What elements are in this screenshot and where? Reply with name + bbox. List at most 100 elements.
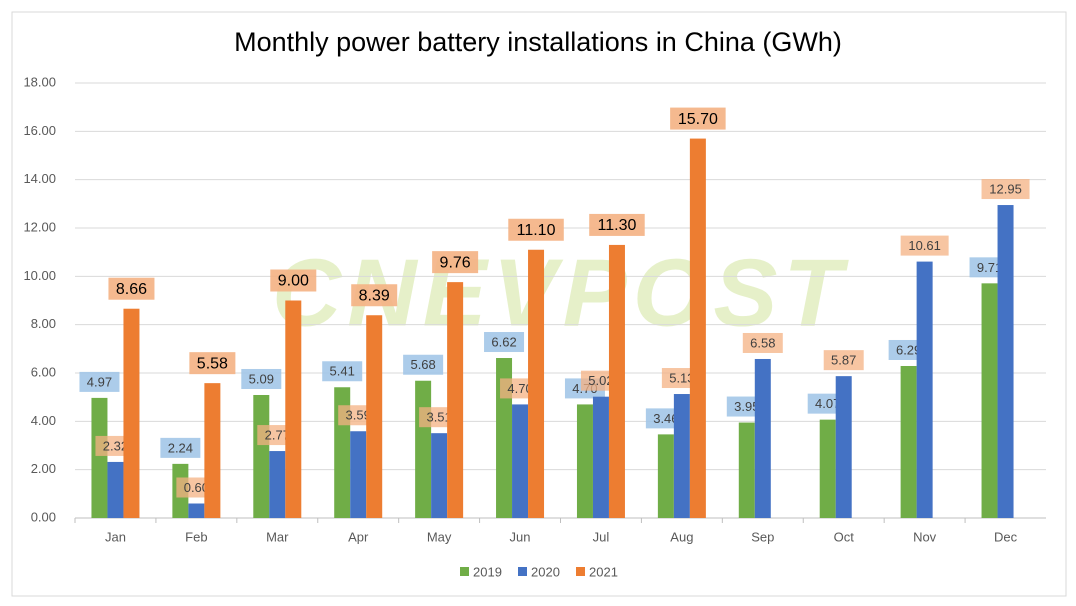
x-tick-label: Aug bbox=[670, 529, 693, 544]
value-label: 4.97 bbox=[87, 374, 112, 389]
bar bbox=[835, 376, 852, 518]
value-label: 10.61 bbox=[908, 238, 941, 253]
value-label: 3.59 bbox=[346, 408, 371, 423]
x-tick-label: Oct bbox=[834, 529, 855, 544]
bar bbox=[253, 394, 270, 518]
x-tick-label: Mar bbox=[266, 529, 289, 544]
y-tick-label: 4.00 bbox=[31, 413, 56, 428]
bar bbox=[528, 249, 545, 518]
bar bbox=[123, 308, 140, 518]
x-tick-label: Apr bbox=[348, 529, 369, 544]
bar bbox=[754, 358, 771, 518]
bar bbox=[608, 244, 625, 518]
legend-label: 2019 bbox=[473, 564, 502, 579]
value-label-box bbox=[241, 368, 282, 389]
value-label: 8.66 bbox=[116, 281, 147, 298]
value-label: 15.70 bbox=[678, 111, 718, 128]
value-label-box bbox=[484, 332, 525, 353]
y-tick-label: 2.00 bbox=[31, 461, 56, 476]
value-label: 6.62 bbox=[491, 334, 516, 349]
bar bbox=[366, 315, 383, 518]
bar bbox=[188, 503, 205, 518]
value-label: 5.87 bbox=[831, 353, 856, 368]
value-label: 6.29 bbox=[896, 342, 921, 357]
value-label-box bbox=[432, 251, 479, 274]
bar bbox=[415, 380, 432, 518]
value-label-box bbox=[189, 352, 236, 375]
value-label: 5.02 bbox=[588, 373, 613, 388]
bar bbox=[447, 282, 464, 518]
bar bbox=[576, 404, 593, 518]
bar bbox=[285, 300, 302, 518]
bar bbox=[592, 396, 609, 518]
value-label: 5.13 bbox=[669, 370, 694, 385]
bar bbox=[819, 419, 836, 518]
y-tick-label: 0.00 bbox=[31, 509, 56, 524]
value-label: 4.07 bbox=[815, 396, 840, 411]
value-label: 5.68 bbox=[410, 357, 435, 372]
value-label-box bbox=[351, 284, 398, 307]
bar bbox=[900, 365, 917, 518]
y-tick-label: 10.00 bbox=[23, 268, 56, 283]
value-label-box bbox=[900, 235, 949, 256]
value-label: 5.41 bbox=[330, 364, 355, 379]
value-label: 2.24 bbox=[168, 440, 193, 455]
y-tick-label: 18.00 bbox=[23, 74, 56, 89]
x-tick-label: Feb bbox=[185, 529, 207, 544]
value-label-box bbox=[981, 179, 1030, 200]
chart-title: Monthly power battery installations in C… bbox=[234, 27, 842, 57]
value-label: 11.30 bbox=[598, 217, 637, 234]
value-label-box bbox=[79, 371, 120, 392]
value-label: 6.58 bbox=[750, 335, 775, 350]
x-tick-label: May bbox=[427, 529, 452, 544]
bar bbox=[431, 433, 448, 518]
bar bbox=[981, 283, 998, 518]
legend-swatch bbox=[518, 567, 527, 576]
x-tick-label: Jul bbox=[593, 529, 610, 544]
bar bbox=[657, 434, 674, 518]
bar bbox=[204, 383, 221, 518]
value-label: 3.51 bbox=[426, 410, 451, 425]
bar bbox=[997, 205, 1014, 518]
bar bbox=[107, 461, 124, 518]
value-label-box bbox=[670, 107, 726, 130]
value-label-box bbox=[403, 354, 444, 375]
value-label: 3.46 bbox=[653, 411, 678, 426]
value-label: 12.95 bbox=[989, 181, 1022, 196]
value-label-box bbox=[108, 277, 155, 300]
bar bbox=[916, 261, 933, 518]
value-label: 9.00 bbox=[278, 273, 309, 290]
x-tick-label: Nov bbox=[913, 529, 937, 544]
value-label: 4.70 bbox=[507, 381, 532, 396]
value-label: 11.10 bbox=[517, 222, 556, 239]
bar bbox=[350, 431, 367, 518]
value-label: 8.39 bbox=[359, 287, 390, 304]
value-label: 2.32 bbox=[103, 438, 128, 453]
bar bbox=[91, 397, 108, 518]
y-tick-label: 12.00 bbox=[23, 219, 56, 234]
x-tick-label: Dec bbox=[994, 529, 1018, 544]
y-tick-label: 14.00 bbox=[23, 171, 56, 186]
value-label-box bbox=[742, 332, 783, 353]
legend-label: 2020 bbox=[531, 564, 560, 579]
y-tick-label: 16.00 bbox=[23, 123, 56, 138]
bar bbox=[269, 451, 286, 518]
legend-swatch bbox=[576, 567, 585, 576]
value-label: 2.77 bbox=[265, 427, 290, 442]
value-label: 5.58 bbox=[197, 355, 228, 372]
legend-swatch bbox=[460, 567, 469, 576]
y-tick-label: 6.00 bbox=[31, 364, 56, 379]
value-label: 9.76 bbox=[440, 254, 471, 271]
bar bbox=[512, 404, 529, 518]
bar bbox=[738, 422, 755, 518]
legend-label: 2021 bbox=[589, 564, 618, 579]
value-label: 3.95 bbox=[734, 399, 759, 414]
value-label-box bbox=[823, 350, 864, 371]
value-label-box bbox=[508, 218, 564, 241]
x-tick-label: Sep bbox=[751, 529, 774, 544]
x-tick-label: Jan bbox=[105, 529, 126, 544]
value-label: 5.09 bbox=[249, 371, 274, 386]
value-label-box bbox=[160, 437, 201, 458]
value-label: 9.71 bbox=[977, 260, 1002, 275]
